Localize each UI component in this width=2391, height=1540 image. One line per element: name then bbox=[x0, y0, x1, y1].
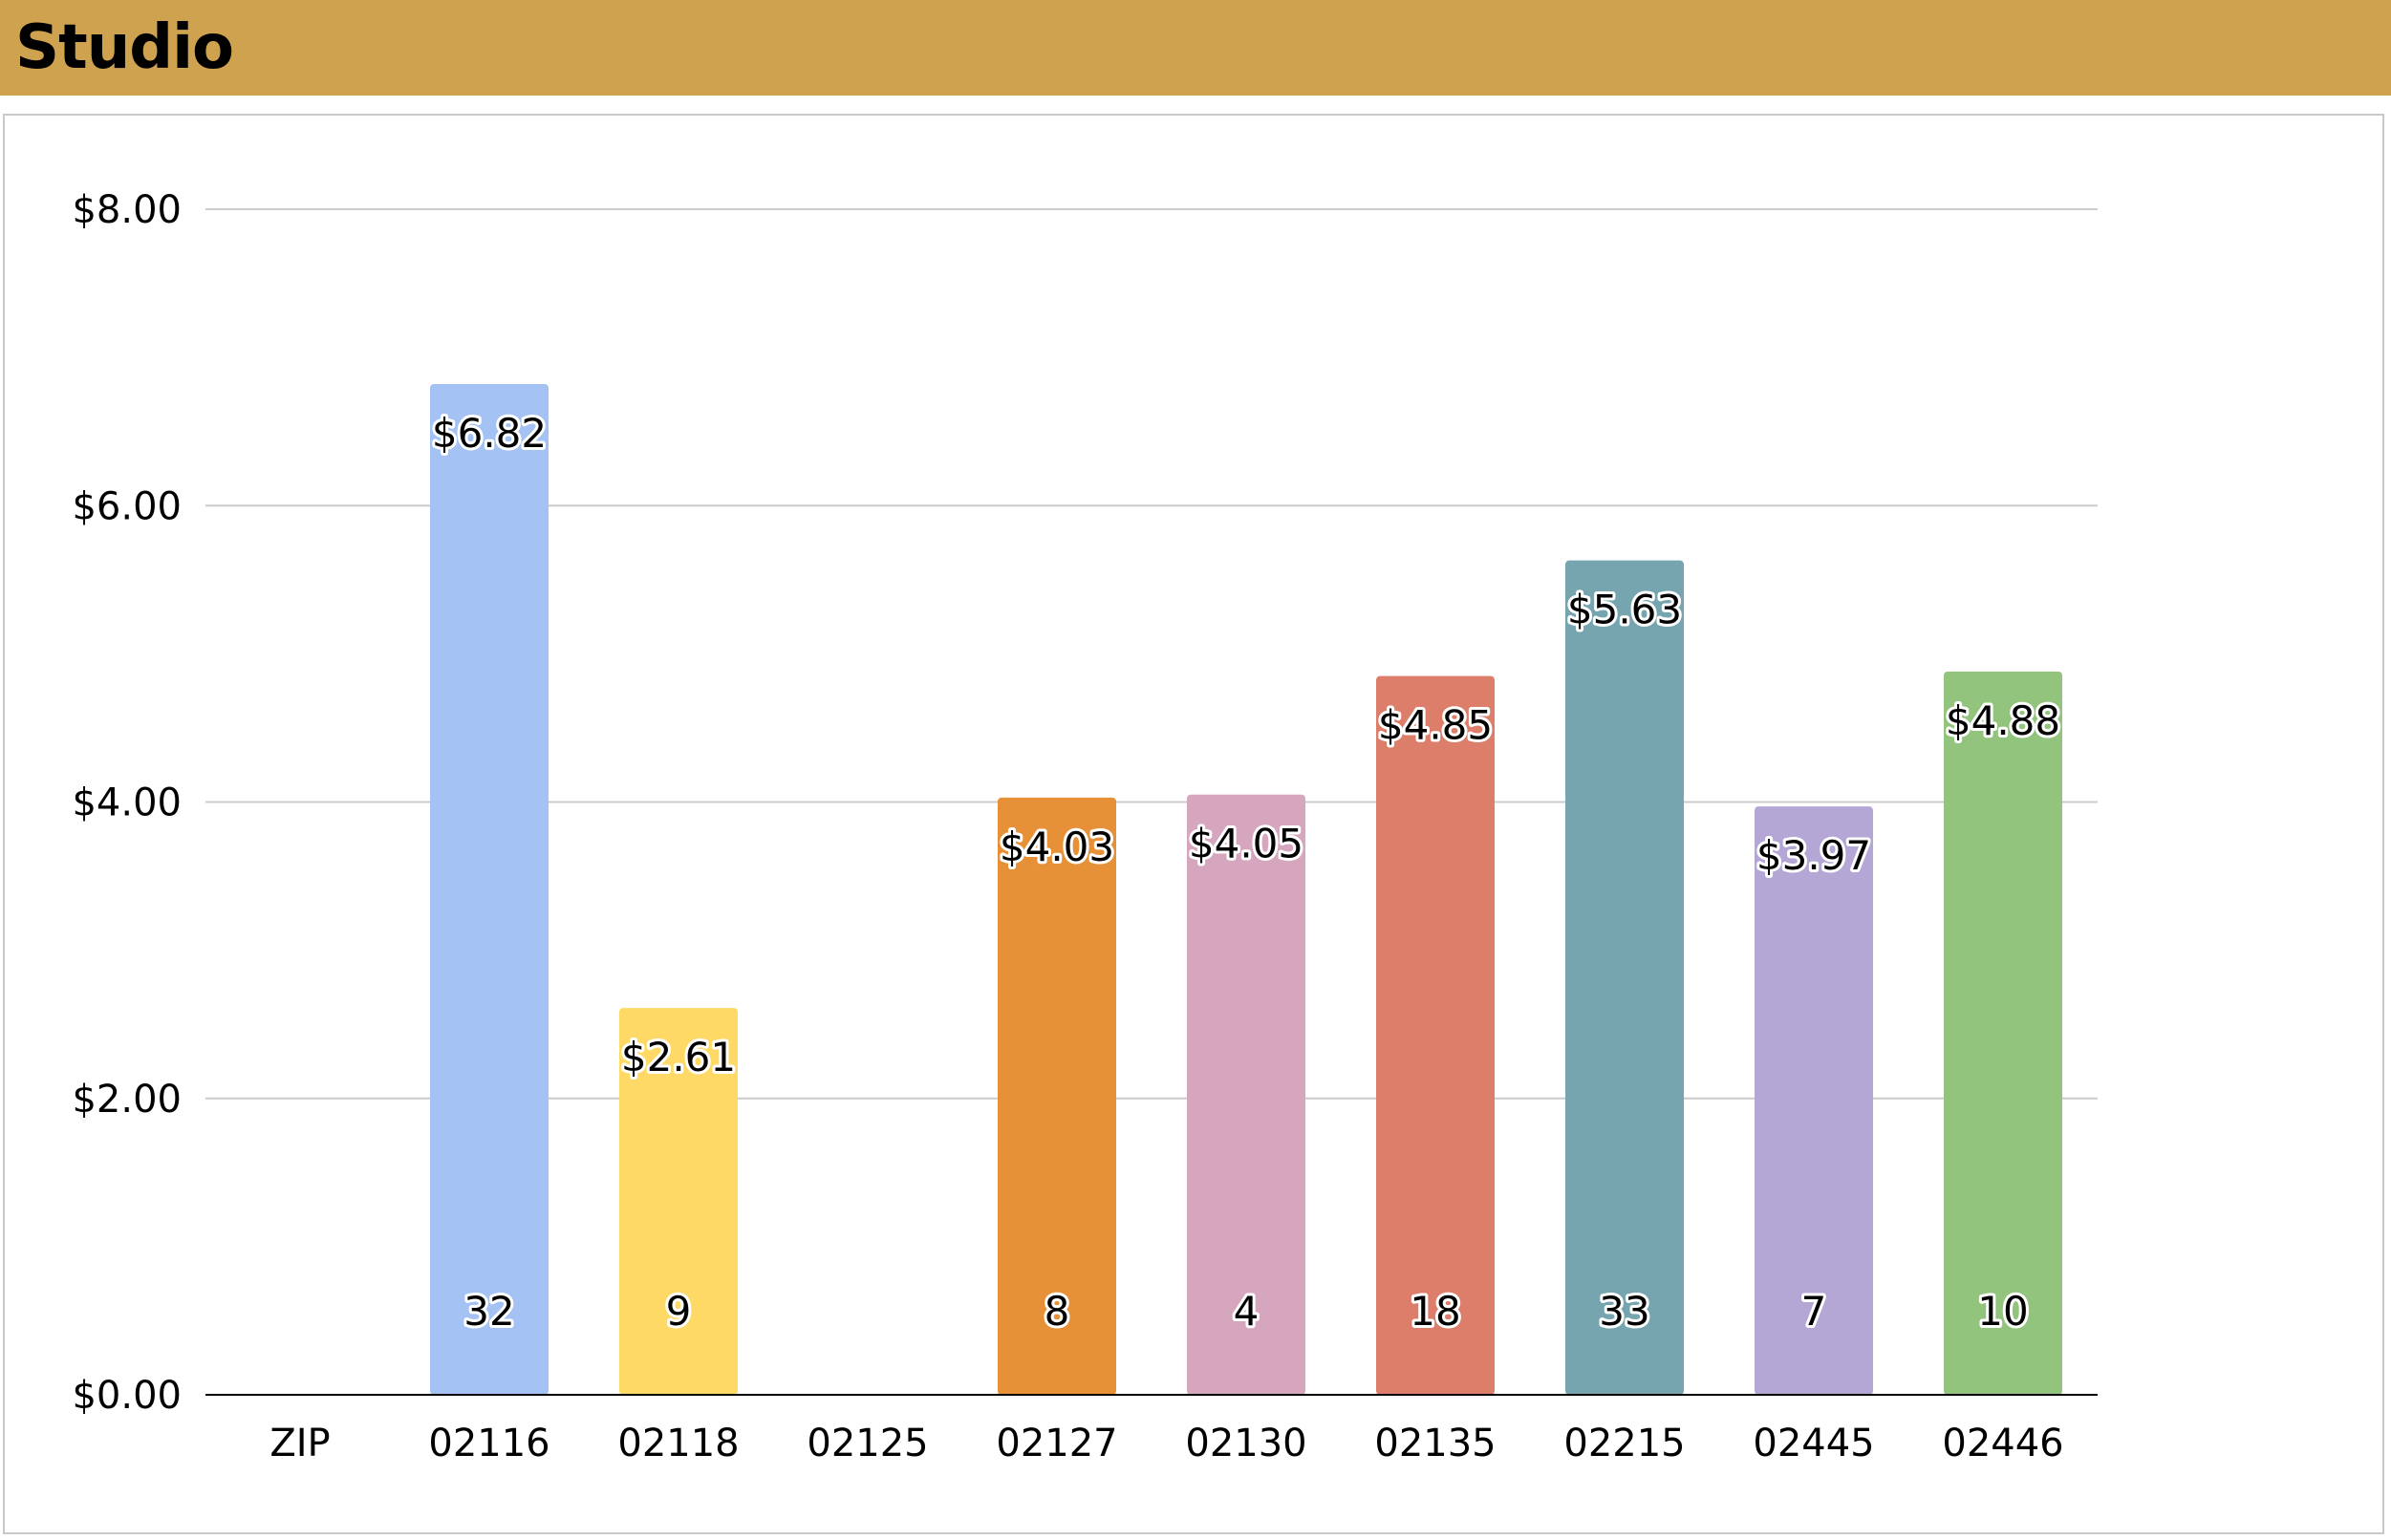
bar-count-label: 32 bbox=[463, 1288, 514, 1335]
bar-value-label: $3.97 bbox=[1756, 832, 1871, 879]
x-tick-label: 02130 bbox=[1185, 1422, 1306, 1465]
chart-header: Studio bbox=[0, 0, 2391, 96]
bar-value-label: $6.82 bbox=[432, 410, 547, 457]
bar-value-label: $5.63 bbox=[1567, 587, 1682, 633]
x-tick-label: 02446 bbox=[1942, 1422, 2063, 1465]
bar bbox=[1755, 806, 1873, 1395]
bar bbox=[1376, 675, 1495, 1395]
chart-title: Studio bbox=[15, 12, 234, 83]
y-tick-label: $6.00 bbox=[72, 484, 182, 528]
x-tick-label: 02445 bbox=[1753, 1422, 1874, 1465]
x-tick-label: 02135 bbox=[1374, 1422, 1496, 1465]
x-tick-label: 02215 bbox=[1563, 1422, 1685, 1465]
y-tick-label: $8.00 bbox=[72, 188, 182, 232]
bar-count-label: 8 bbox=[1045, 1288, 1070, 1335]
bar-count-label: 33 bbox=[1599, 1288, 1649, 1335]
bar bbox=[1187, 794, 1305, 1395]
y-tick-label: $0.00 bbox=[72, 1374, 182, 1418]
y-tick-label: $4.00 bbox=[72, 781, 182, 825]
bar-count-label: 7 bbox=[1801, 1288, 1827, 1335]
y-tick-label: $2.00 bbox=[72, 1078, 182, 1122]
x-tick-label: 02127 bbox=[996, 1422, 1117, 1465]
bar-value-label: $2.61 bbox=[621, 1034, 736, 1080]
bar-count-label: 18 bbox=[1410, 1288, 1460, 1335]
bar-count-label: 10 bbox=[1977, 1288, 2028, 1335]
bar-value-label: $4.05 bbox=[1189, 821, 1303, 867]
x-tick-label: 02125 bbox=[807, 1422, 928, 1465]
bar bbox=[430, 384, 549, 1395]
x-tick-label: 02118 bbox=[617, 1422, 739, 1465]
bar bbox=[1944, 671, 2062, 1395]
bar-chart: $0.00 $2.00 $4.00 $6.00 $8.00 $6.82 32 $2.61 9 $4… bbox=[72, 188, 2098, 1465]
bar bbox=[998, 797, 1116, 1395]
bar-count-label: 9 bbox=[666, 1288, 692, 1335]
bar bbox=[619, 1008, 738, 1395]
x-tick-label: 02116 bbox=[428, 1422, 549, 1465]
bar bbox=[1565, 560, 1684, 1395]
bar-value-label: $4.03 bbox=[1000, 823, 1114, 870]
chart-frame: $0.00 $2.00 $4.00 $6.00 $8.00 $6.82 32 $2.61 9 $4… bbox=[3, 114, 2384, 1534]
x-tick-label: ZIP bbox=[269, 1422, 330, 1465]
bar-value-label: $4.85 bbox=[1378, 702, 1493, 749]
bar-count-label: 4 bbox=[1234, 1288, 1260, 1335]
bar-value-label: $4.88 bbox=[1946, 697, 2060, 744]
